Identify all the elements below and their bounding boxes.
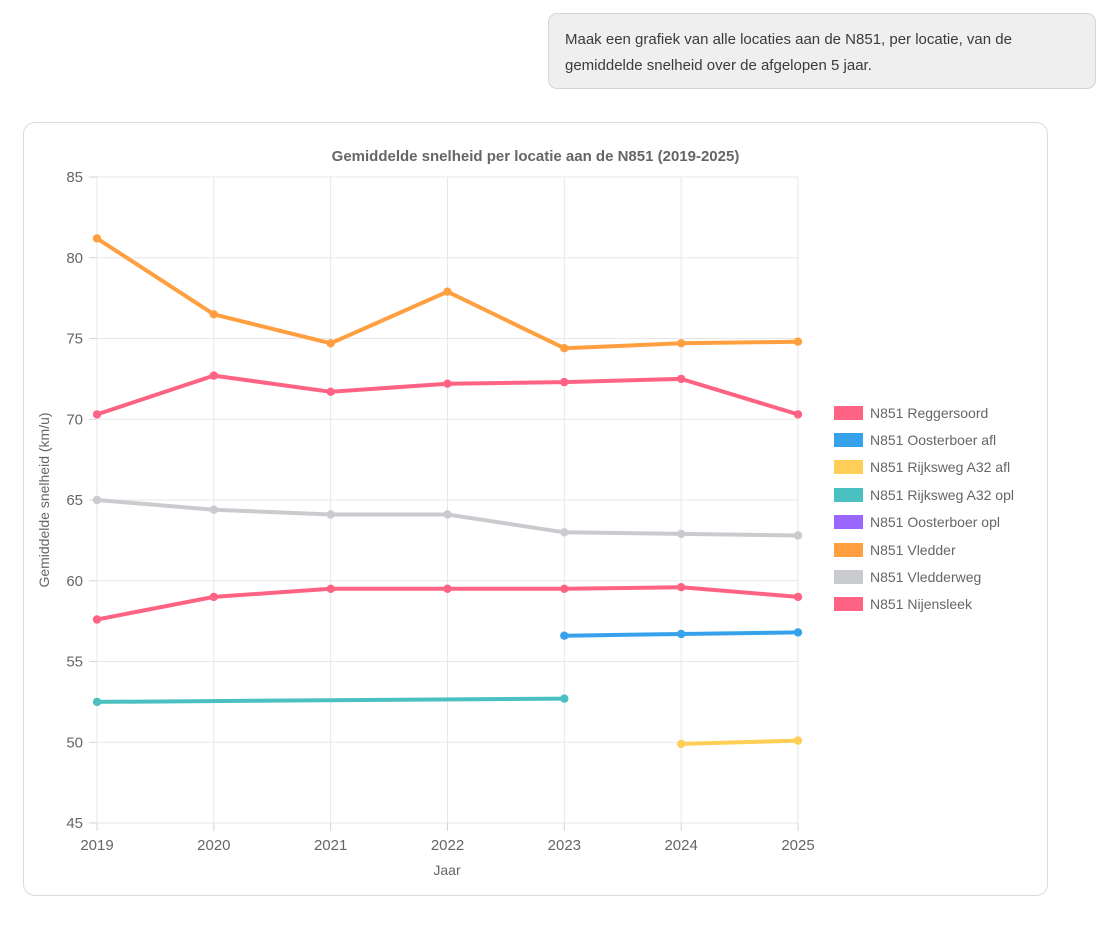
- y-tick-label: 45: [66, 815, 83, 832]
- legend-item-6[interactable]: N851 Vledder: [834, 536, 1014, 563]
- legend-swatch: [834, 433, 863, 448]
- x-tick-label: 2019: [80, 837, 113, 854]
- data-point-n851-reggersoord: [92, 410, 102, 419]
- chart-card: Gemiddelde snelheid per locatie aan de N…: [23, 122, 1048, 896]
- instruction-box: Maak een grafiek van alle locaties aan d…: [548, 13, 1096, 89]
- data-point-n851-vledderweg: [793, 531, 803, 540]
- legend-item-3[interactable]: N851 Rijksweg A32 afl: [834, 454, 1014, 481]
- data-point-n851-vledderweg: [326, 510, 335, 519]
- y-axis-title: Gemiddelde snelheid (km/u): [36, 412, 52, 587]
- y-tick-label: 75: [66, 331, 83, 348]
- data-point-n851-vledder: [443, 287, 452, 296]
- legend-label: N851 Vledderweg: [870, 569, 982, 586]
- legend-label: N851 Rijksweg A32 opl: [870, 486, 1014, 503]
- data-point-n851-rijksweg-a32-afl: [793, 736, 803, 745]
- legend-label: N851 Vledder: [870, 541, 956, 558]
- legend-item-4[interactable]: N851 Rijksweg A32 opl: [834, 481, 1014, 508]
- legend-swatch: [834, 542, 863, 557]
- data-point-n851-vledder: [560, 344, 569, 353]
- data-point-n851-vledderweg: [209, 505, 218, 514]
- legend-swatch: [834, 597, 863, 612]
- data-point-n851-rijksweg-a32-opl: [560, 694, 569, 703]
- legend-swatch: [834, 570, 863, 585]
- data-point-n851-nijensleek: [443, 584, 452, 593]
- x-tick-label: 2025: [781, 837, 814, 854]
- series-line-n851-rijksweg-a32-afl: [679, 738, 800, 746]
- data-point-n851-rijksweg-a32-afl: [677, 739, 686, 749]
- data-point-n851-vledder: [793, 337, 803, 346]
- data-point-n851-reggersoord: [560, 377, 569, 387]
- legend-item-1[interactable]: N851 Reggersoord: [834, 399, 1014, 426]
- chart-legend: N851 Reggersoord N851 Oosterboer afl N851 …: [834, 399, 1014, 618]
- x-tick-label: 2020: [197, 837, 230, 854]
- data-point-n851-oosterboer-afl: [793, 628, 803, 637]
- data-point-n851-oosterboer-afl: [677, 629, 686, 639]
- legend-item-7[interactable]: N851 Vledderweg: [834, 563, 1014, 590]
- y-tick-label: 80: [66, 250, 83, 267]
- y-tick-label: 60: [66, 573, 83, 590]
- legend-swatch: [834, 515, 863, 530]
- legend-item-2[interactable]: N851 Oosterboer afl: [834, 426, 1014, 453]
- data-point-n851-nijensleek: [209, 592, 218, 602]
- series-line-n851-rijksweg-a32-opl: [95, 696, 567, 704]
- data-point-n851-oosterboer-afl: [560, 631, 569, 640]
- x-axis-title: Jaar: [433, 862, 461, 878]
- legend-item-8[interactable]: N851 Nijensleek: [834, 591, 1014, 618]
- legend-label: N851 Oosterboer opl: [870, 514, 1000, 531]
- data-point-n851-vledder: [92, 234, 102, 243]
- legend-label: N851 Nijensleek: [870, 596, 972, 613]
- x-tick-label: 2024: [664, 837, 697, 854]
- instruction-text: Maak een grafiek van alle locaties aan d…: [565, 31, 1012, 74]
- data-point-n851-reggersoord: [677, 374, 686, 384]
- data-point-n851-reggersoord: [209, 371, 218, 380]
- data-point-n851-vledderweg: [677, 529, 686, 539]
- legend-label: N851 Reggersoord: [870, 404, 989, 421]
- x-tick-label: 2022: [431, 837, 464, 854]
- legend-swatch: [834, 487, 863, 502]
- x-tick-label: 2021: [314, 837, 347, 854]
- chart-title: Gemiddelde snelheid per locatie aan de N…: [331, 148, 740, 165]
- legend-item-5[interactable]: N851 Oosterboer opl: [834, 509, 1014, 536]
- y-tick-label: 50: [66, 734, 83, 751]
- y-tick-label: 85: [66, 169, 83, 186]
- data-point-n851-reggersoord: [793, 410, 803, 419]
- data-point-n851-vledder: [677, 339, 686, 348]
- grid-layer: 45 50 55 60 65 70 75 80 85 2019 2020 2021 2022 2023 20…: [66, 169, 814, 854]
- data-point-n851-nijensleek: [793, 592, 803, 602]
- data-point-n851-reggersoord: [326, 387, 335, 396]
- legend-label: N851 Oosterboer afl: [870, 432, 997, 449]
- data-point-n851-nijensleek: [326, 584, 335, 593]
- data-point-n851-nijensleek: [677, 583, 686, 592]
- data-point-n851-nijensleek: [92, 615, 102, 624]
- data-point-n851-vledder: [326, 339, 335, 348]
- data-point-n851-vledder: [209, 310, 218, 319]
- line-chart: 45 50 55 60 65 70 75 80 85 2019 2020 2021 2022 2023 20…: [36, 169, 815, 878]
- legend-swatch: [834, 405, 863, 420]
- y-tick-label: 55: [66, 654, 83, 671]
- data-point-n851-rijksweg-a32-opl: [92, 697, 102, 707]
- data-point-n851-nijensleek: [560, 584, 569, 593]
- data-point-n851-vledderweg: [92, 495, 102, 505]
- y-tick-label: 70: [66, 411, 83, 428]
- legend-label: N851 Rijksweg A32 afl: [870, 459, 1011, 476]
- data-point-n851-vledderweg: [443, 510, 452, 519]
- data-point-n851-reggersoord: [443, 379, 452, 388]
- series-layer: [92, 234, 803, 749]
- x-tick-label: 2023: [548, 837, 581, 854]
- legend-swatch: [834, 460, 863, 475]
- data-point-n851-vledderweg: [560, 528, 569, 537]
- axis-label-layer: Jaar Gemiddelde snelheid (km/u): [36, 412, 461, 878]
- y-tick-label: 65: [66, 492, 83, 509]
